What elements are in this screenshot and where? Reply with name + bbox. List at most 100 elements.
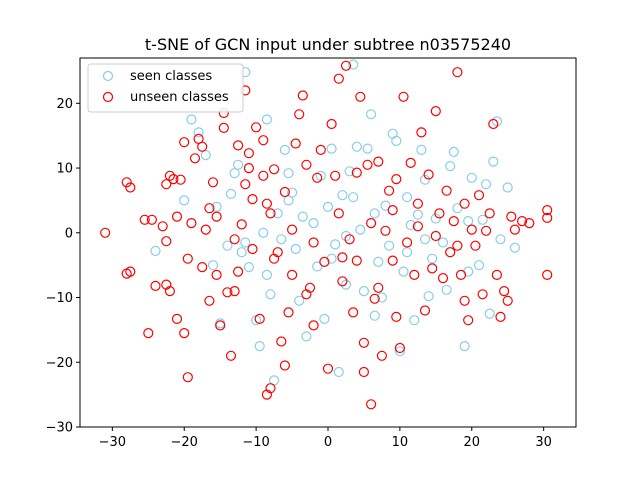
unseen-point (225, 350, 237, 361)
seen-point (362, 143, 373, 154)
seen-point (402, 247, 413, 258)
unseen-point (258, 170, 269, 181)
ticks-layer: −30 −20 −10 0 10 20 30 −30 −20 −10 0 10 20 (46, 97, 552, 450)
seen-point (402, 192, 413, 203)
seen-point (398, 266, 409, 277)
seen-point (276, 234, 287, 245)
seen-point (466, 172, 477, 183)
unseen-point (265, 208, 276, 219)
unseen-point (157, 221, 168, 232)
unseen-point (484, 208, 495, 219)
points-layer (100, 59, 553, 410)
x-tick-label: 0 (324, 435, 332, 450)
unseen-point (150, 280, 161, 291)
x-tick-label: 10 (392, 435, 409, 450)
seen-point (229, 168, 240, 179)
seen-point (452, 203, 463, 214)
unseen-point (333, 208, 344, 219)
y-tick-label: −20 (46, 356, 73, 371)
seen-point (419, 234, 431, 245)
unseen-point (261, 198, 272, 209)
unseen-point (326, 118, 337, 130)
seen-point (261, 114, 272, 125)
unseen-point (463, 315, 474, 326)
seen-point (369, 208, 380, 219)
unseen-point (369, 293, 380, 304)
seen-point (330, 239, 341, 250)
unseen-point (164, 170, 175, 181)
unseen-point (358, 337, 369, 348)
unseen-point (125, 182, 136, 193)
seen-point (423, 291, 434, 302)
unseen-point (229, 234, 240, 245)
unseen-point (427, 263, 438, 274)
unseen-point (283, 307, 294, 318)
unseen-point (391, 311, 402, 322)
seen-point (445, 161, 456, 172)
seen-point (394, 346, 405, 357)
unseen-point (200, 224, 211, 235)
unseen-point (391, 174, 402, 185)
unseen-point (351, 167, 362, 178)
seen-point (348, 59, 359, 70)
seen-point (233, 159, 244, 170)
seen-point (279, 144, 290, 155)
seen-point (179, 195, 190, 206)
unseen-point (254, 313, 265, 324)
unseen-point (387, 255, 398, 266)
seen-point (344, 166, 355, 177)
seen-point (215, 318, 226, 329)
unseen-point (294, 109, 305, 120)
unseen-point (247, 243, 258, 255)
unseen-point (491, 269, 502, 280)
seen-point (502, 182, 513, 193)
unseen-point (233, 266, 244, 277)
y-tick-label: 0 (65, 226, 73, 241)
seen-point (416, 144, 427, 155)
axes-frame (79, 57, 577, 428)
seen-point (380, 200, 391, 211)
unseen-point (204, 203, 215, 214)
seen-point (312, 261, 323, 272)
y-tick-label: 20 (56, 97, 73, 112)
seen-point (391, 135, 402, 146)
unseen-point (265, 383, 276, 394)
seen-point (222, 240, 233, 251)
unseen-point (495, 311, 506, 322)
unseen-point (211, 269, 222, 280)
unseen-point (459, 198, 470, 209)
unseen-point (100, 227, 111, 238)
unseen-point (301, 159, 312, 170)
seen-point (333, 366, 344, 378)
seen-point (355, 224, 366, 235)
seen-point (473, 260, 485, 271)
unseen-point (171, 211, 183, 222)
unseen-point (455, 269, 467, 280)
legend-label-seen: seen classes (130, 69, 212, 84)
unseen-point (477, 289, 488, 300)
seen-point (373, 256, 384, 267)
unseen-point (179, 137, 190, 148)
seen-point (369, 310, 380, 321)
unseen-point (251, 122, 262, 133)
seen-point (337, 190, 348, 201)
unseen-point (312, 172, 323, 183)
unseen-point (125, 266, 136, 277)
unseen-point (337, 276, 348, 287)
seen-point (340, 279, 352, 290)
x-tick-label: −10 (242, 435, 269, 450)
seen-point (308, 218, 319, 229)
unseen-point (233, 140, 244, 151)
seen-point (459, 341, 470, 352)
unseen-point (384, 185, 395, 196)
unseen-point (290, 138, 301, 149)
y-tick-label: 10 (56, 162, 73, 177)
seen-point (509, 242, 521, 253)
seen-point (427, 253, 438, 264)
unseen-point (366, 218, 377, 229)
unseen-point (409, 269, 420, 280)
unseen-point (340, 60, 352, 71)
seen-point (409, 315, 420, 326)
unseen-point (121, 177, 132, 188)
